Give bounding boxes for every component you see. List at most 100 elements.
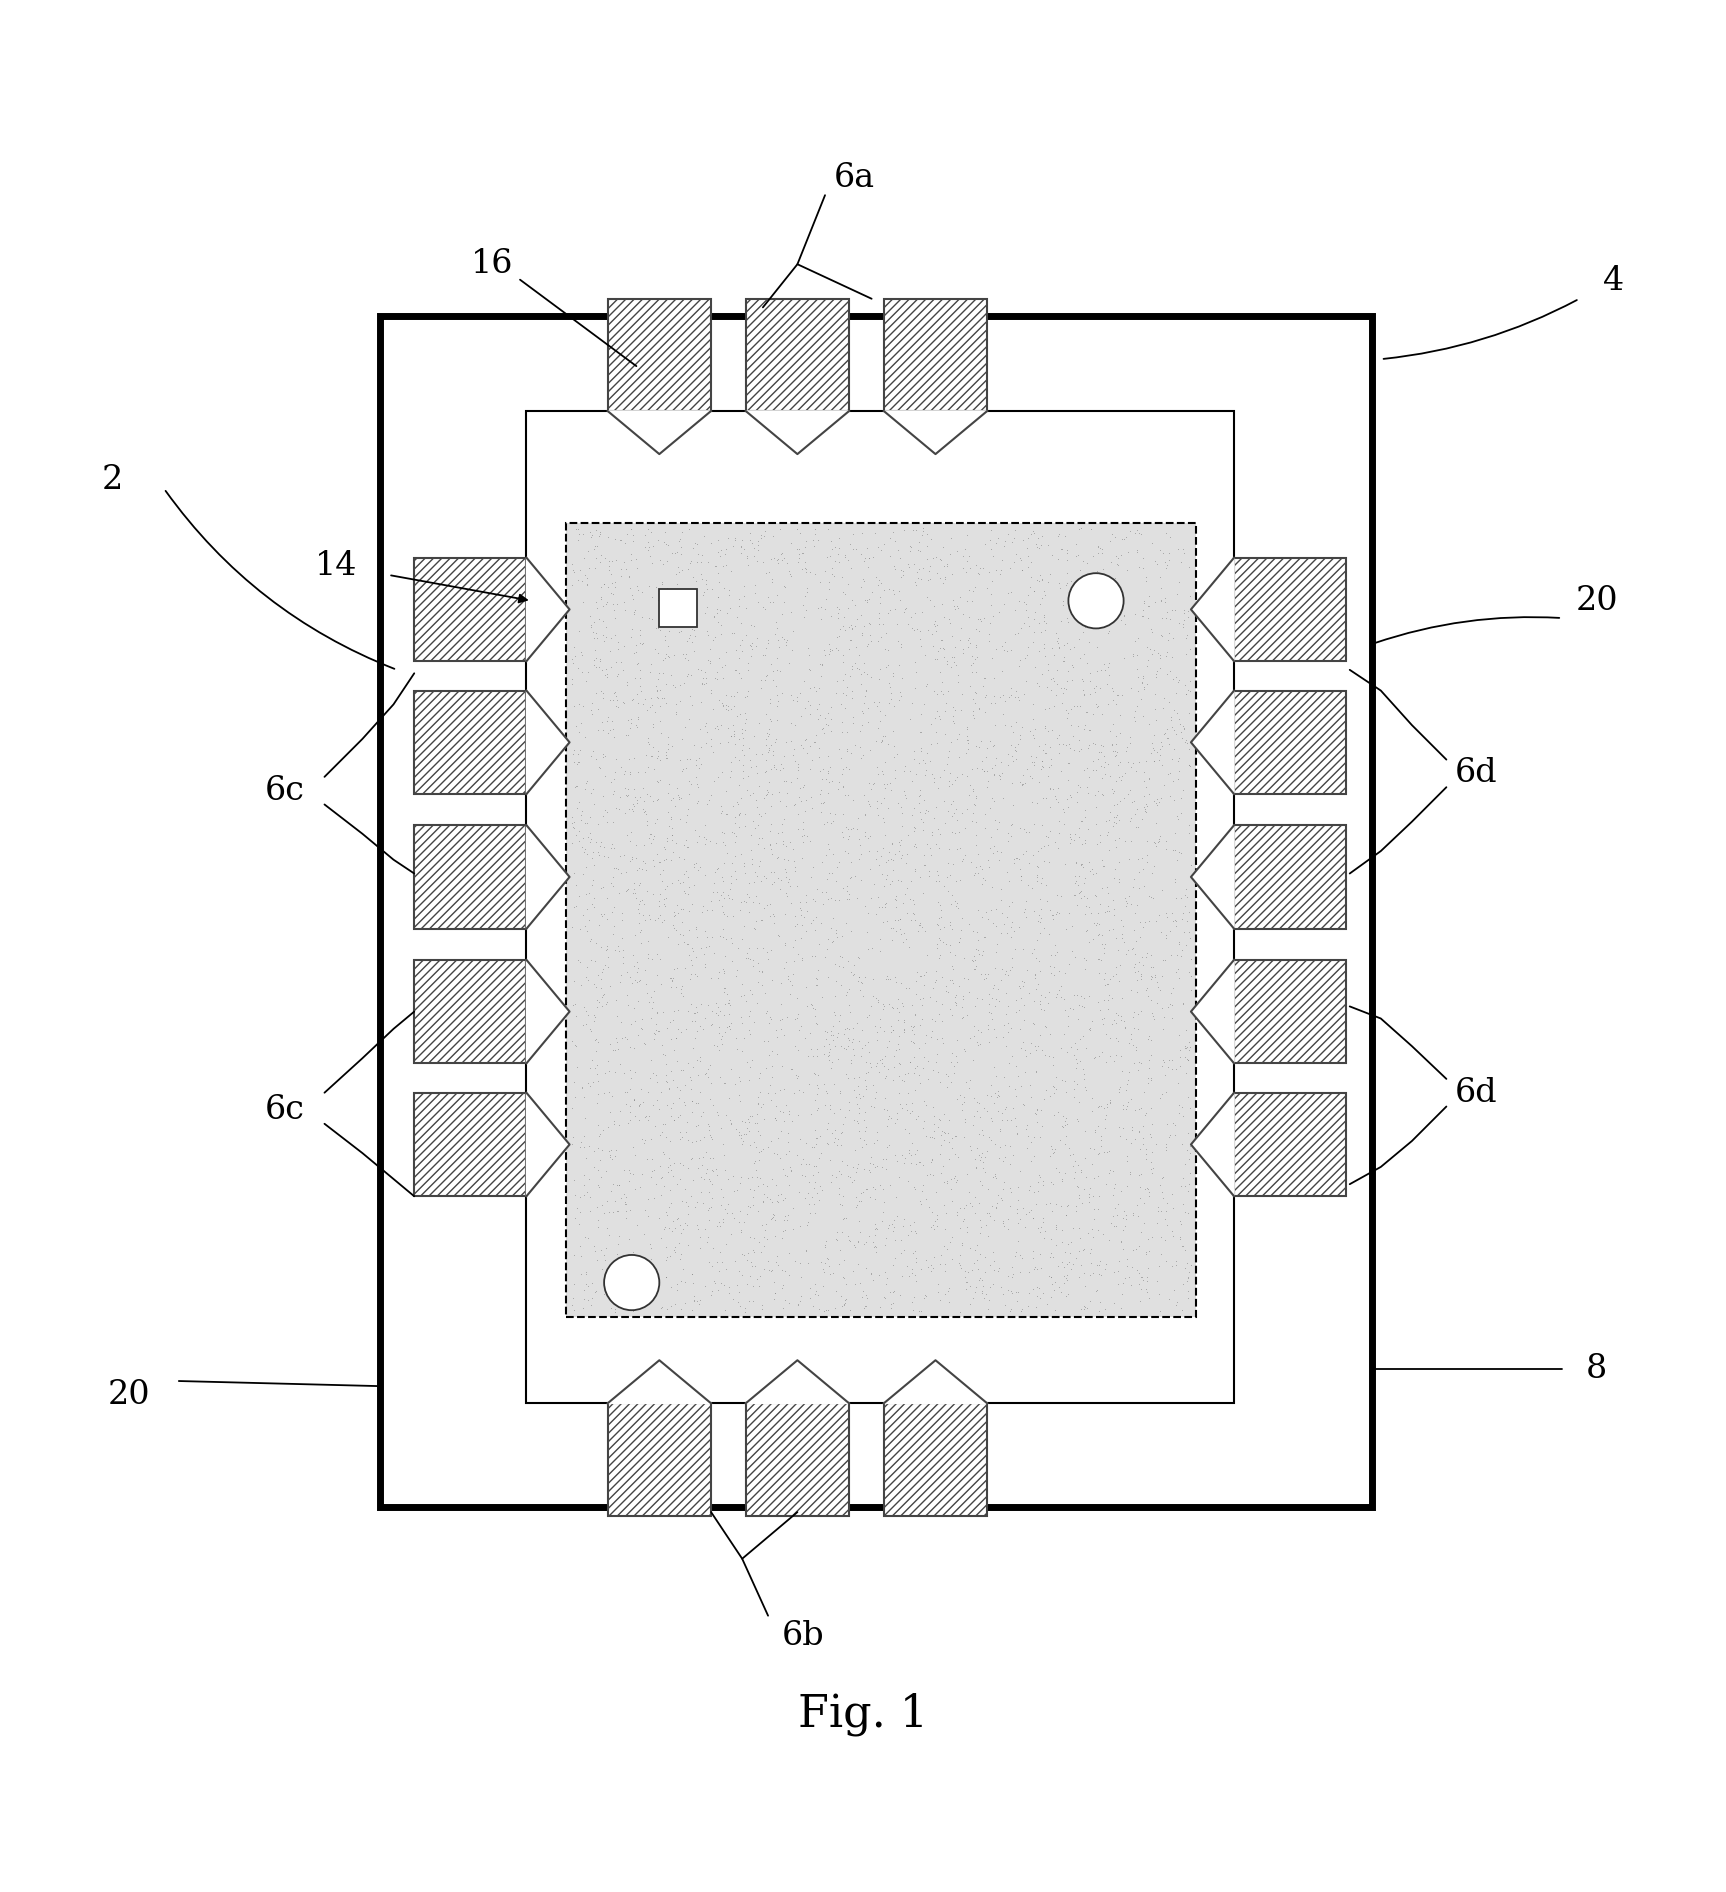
Point	[711, 990, 739, 1020]
Point	[992, 955, 1020, 986]
Point	[872, 1041, 899, 1071]
Point	[792, 1209, 820, 1239]
Point	[735, 933, 763, 963]
Point	[994, 577, 1022, 607]
Point	[696, 647, 723, 677]
Point	[1134, 938, 1162, 969]
Point	[721, 524, 749, 554]
Point	[721, 655, 749, 685]
Point	[1015, 817, 1043, 848]
Point	[566, 914, 594, 944]
Point	[620, 797, 647, 827]
Point	[991, 588, 1018, 619]
Point	[1139, 745, 1167, 776]
Point	[884, 904, 911, 935]
Point	[1041, 827, 1068, 857]
Point	[680, 534, 708, 564]
Point	[785, 543, 813, 573]
Point	[739, 1101, 766, 1131]
Point	[590, 621, 618, 651]
Point	[1018, 517, 1046, 547]
Point	[680, 730, 708, 761]
Point	[1170, 605, 1198, 636]
Point	[1122, 1190, 1150, 1220]
Point	[889, 887, 917, 918]
Point	[827, 744, 854, 774]
Point	[1137, 1147, 1165, 1177]
Point	[730, 723, 758, 753]
Point	[715, 1164, 742, 1194]
Point	[1093, 806, 1120, 836]
Point	[846, 1082, 873, 1112]
Point	[994, 817, 1022, 848]
Point	[715, 999, 742, 1029]
Point	[682, 848, 709, 878]
Point	[842, 1182, 870, 1213]
Point	[658, 972, 685, 1003]
Point	[1117, 889, 1144, 920]
Point	[884, 984, 911, 1014]
Point	[1053, 702, 1080, 732]
Point	[1030, 1222, 1058, 1253]
Point	[623, 649, 651, 679]
Point	[1084, 1251, 1112, 1281]
Point	[1165, 929, 1193, 959]
Point	[775, 1287, 803, 1317]
Point	[898, 689, 925, 719]
Point	[1172, 622, 1200, 653]
Point	[1029, 564, 1056, 594]
Point	[815, 834, 842, 865]
Point	[853, 630, 880, 660]
Point	[753, 558, 780, 588]
Point	[658, 1056, 685, 1086]
Point	[1132, 1173, 1160, 1203]
Point	[1039, 715, 1067, 745]
Point	[927, 1130, 954, 1160]
Point	[1170, 1033, 1198, 1063]
Point	[1169, 710, 1196, 740]
Point	[1153, 1077, 1181, 1107]
Point	[727, 532, 754, 562]
Point	[1099, 736, 1127, 766]
Point	[747, 1092, 775, 1122]
Point	[1058, 823, 1086, 853]
Point	[830, 602, 858, 632]
Point	[723, 1287, 751, 1317]
Point	[929, 1022, 956, 1052]
Point	[789, 942, 816, 972]
Point	[929, 588, 956, 619]
Point	[996, 1296, 1024, 1326]
Point	[675, 861, 702, 891]
Point	[701, 551, 728, 581]
Point	[1153, 638, 1181, 668]
Point	[1013, 581, 1041, 611]
Point	[868, 727, 896, 757]
Point	[846, 1122, 873, 1152]
Point	[901, 1235, 929, 1266]
Point	[694, 789, 721, 819]
Point	[1103, 568, 1131, 598]
Point	[853, 587, 880, 617]
Point	[677, 1073, 704, 1103]
Point	[1115, 844, 1143, 874]
Point	[803, 1130, 830, 1160]
Point	[923, 887, 951, 918]
Point	[561, 893, 589, 923]
Point	[671, 1071, 699, 1101]
Point	[791, 547, 818, 577]
Point	[602, 1239, 630, 1270]
Point	[975, 1198, 1003, 1228]
Point	[830, 677, 858, 708]
Point	[901, 829, 929, 859]
Point	[823, 1124, 851, 1154]
Point	[1082, 677, 1110, 708]
Point	[735, 1018, 763, 1048]
Point	[759, 1203, 787, 1234]
Point	[561, 965, 589, 995]
Point	[854, 630, 882, 660]
Point	[651, 1139, 678, 1169]
Point	[920, 1253, 948, 1283]
Point	[1160, 622, 1187, 653]
Point	[659, 1148, 687, 1179]
Point	[828, 708, 856, 738]
